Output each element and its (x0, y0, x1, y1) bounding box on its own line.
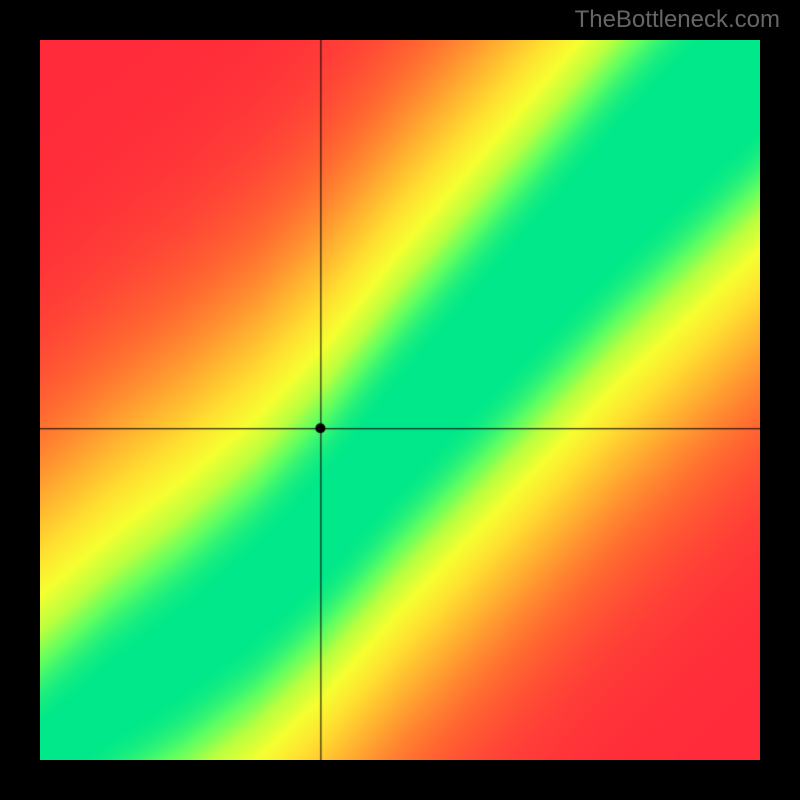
watermark-text: TheBottleneck.com (575, 6, 780, 34)
chart-container: TheBottleneck.com (0, 0, 800, 800)
heatmap-canvas (40, 40, 760, 760)
plot-area (40, 40, 760, 760)
